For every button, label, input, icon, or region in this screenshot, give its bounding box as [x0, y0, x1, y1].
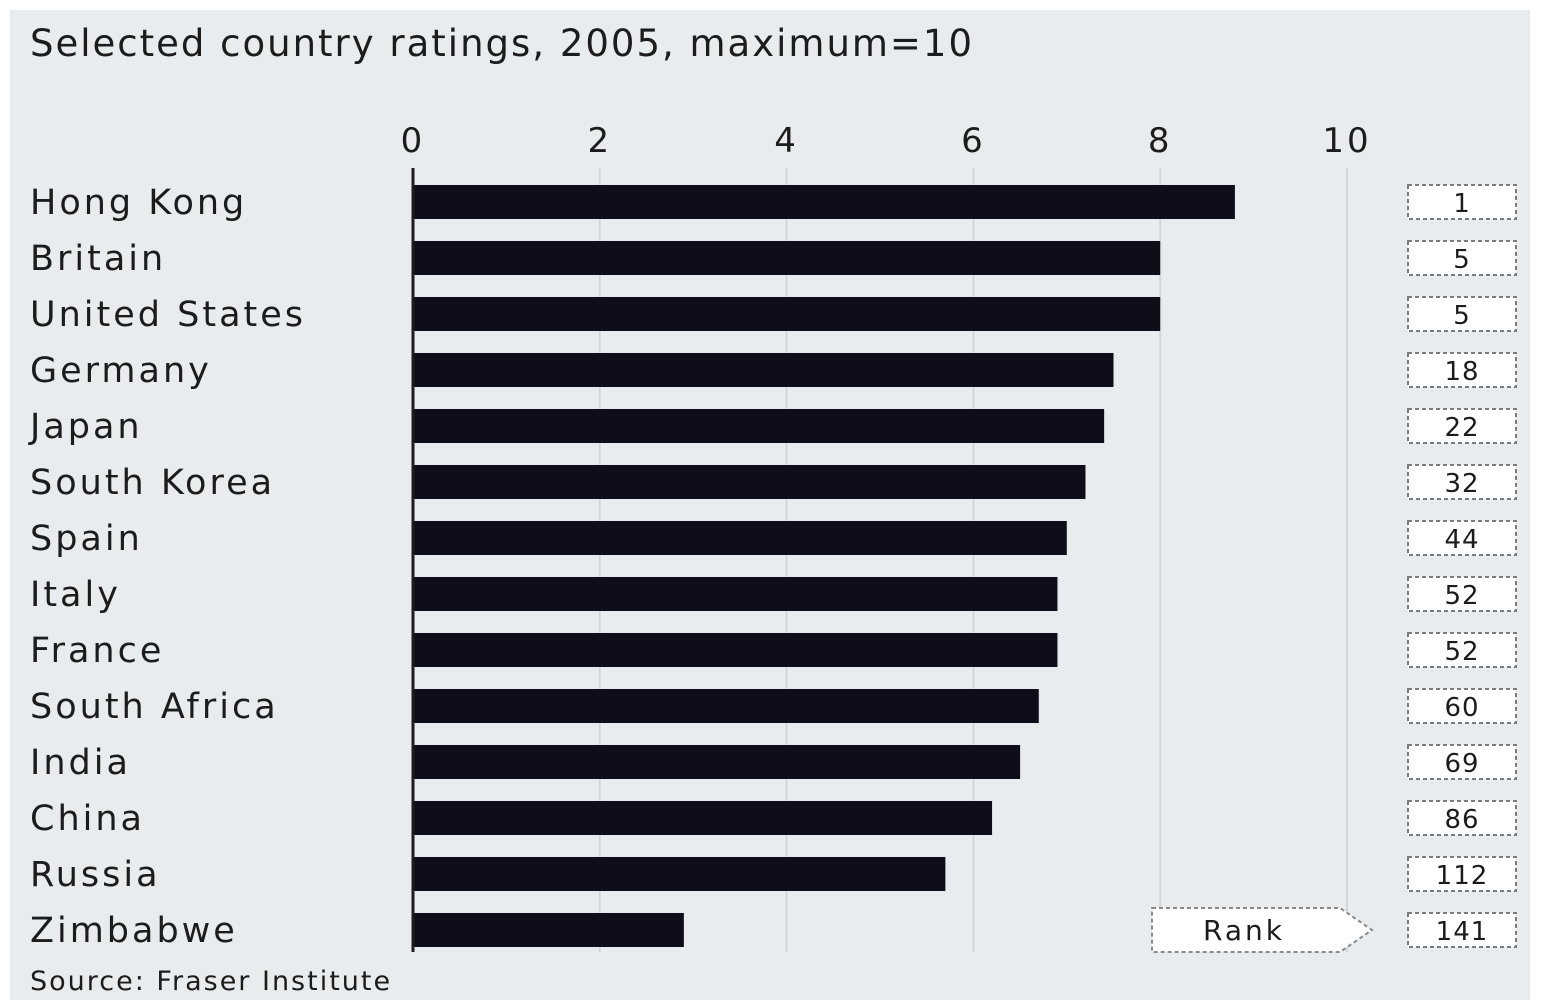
rank-value-8: 52: [1444, 637, 1479, 667]
rank-box-7: [1407, 576, 1517, 612]
category-label-9: South Africa: [30, 687, 279, 727]
bar-3: [413, 353, 1114, 387]
x-tick-label-3: 6: [961, 121, 986, 161]
bar-9: [413, 689, 1039, 723]
rank-box-2: [1407, 296, 1517, 332]
bar-4: [413, 409, 1105, 443]
rank-value-11: 86: [1444, 805, 1479, 835]
category-label-6: Spain: [30, 519, 143, 559]
category-label-5: South Korea: [30, 463, 275, 503]
chart-source: Source: Fraser Institute: [30, 966, 393, 997]
rank-box-1: [1407, 240, 1517, 276]
rank-value-9: 60: [1444, 693, 1479, 723]
bar-6: [413, 521, 1067, 555]
rank-box-6: [1407, 520, 1517, 556]
rank-value-6: 44: [1444, 525, 1479, 555]
rank-legend-arrow: [1151, 907, 1374, 953]
rank-box-12: [1407, 856, 1517, 892]
rank-value-3: 18: [1444, 357, 1479, 387]
rank-box-0: [1407, 184, 1517, 220]
bar-8: [413, 633, 1058, 667]
chart-title: Selected country ratings, 2005, maximum=…: [30, 22, 975, 65]
category-label-2: United States: [30, 295, 306, 335]
bar-7: [413, 577, 1058, 611]
bar-0: [413, 185, 1235, 219]
category-label-8: France: [30, 631, 164, 671]
rank-box-4: [1407, 408, 1517, 444]
category-label-0: Hong Kong: [30, 183, 247, 223]
x-tick-label-1: 2: [587, 121, 612, 161]
rank-value-12: 112: [1436, 861, 1489, 891]
category-label-12: Russia: [30, 855, 161, 895]
rank-value-1: 5: [1453, 245, 1471, 275]
rank-box-8: [1407, 632, 1517, 668]
rank-box-13: [1407, 912, 1517, 948]
category-label-11: China: [30, 799, 145, 839]
rank-value-5: 32: [1444, 469, 1479, 499]
bar-12: [413, 857, 946, 891]
rank-value-7: 52: [1444, 581, 1479, 611]
bar-5: [413, 465, 1086, 499]
bar-2: [413, 297, 1161, 331]
rank-box-11: [1407, 800, 1517, 836]
x-tick-label-4: 8: [1148, 121, 1173, 161]
category-label-10: India: [30, 743, 131, 783]
rank-legend-label: Rank: [1203, 914, 1285, 947]
rank-box-9: [1407, 688, 1517, 724]
category-label-7: Italy: [30, 575, 121, 615]
rank-value-13: 141: [1436, 917, 1489, 947]
rank-value-2: 5: [1453, 301, 1471, 331]
category-label-13: Zimbabwe: [30, 911, 238, 951]
x-tick-label-2: 4: [774, 121, 799, 161]
rank-box-10: [1407, 744, 1517, 780]
bar-1: [413, 241, 1161, 275]
rank-value-10: 69: [1444, 749, 1479, 779]
rank-value-4: 22: [1444, 413, 1479, 443]
bar-13: [413, 913, 684, 947]
x-tick-label-0: 0: [401, 121, 426, 161]
rank-box-3: [1407, 352, 1517, 388]
rank-value-0: 1: [1453, 189, 1471, 219]
rank-box-5: [1407, 464, 1517, 500]
category-label-1: Britain: [30, 239, 166, 279]
x-tick-label-5: 10: [1322, 121, 1371, 161]
bar-11: [413, 801, 993, 835]
bar-10: [413, 745, 1021, 779]
category-label-4: Japan: [28, 407, 143, 447]
category-label-3: Germany: [30, 351, 212, 391]
